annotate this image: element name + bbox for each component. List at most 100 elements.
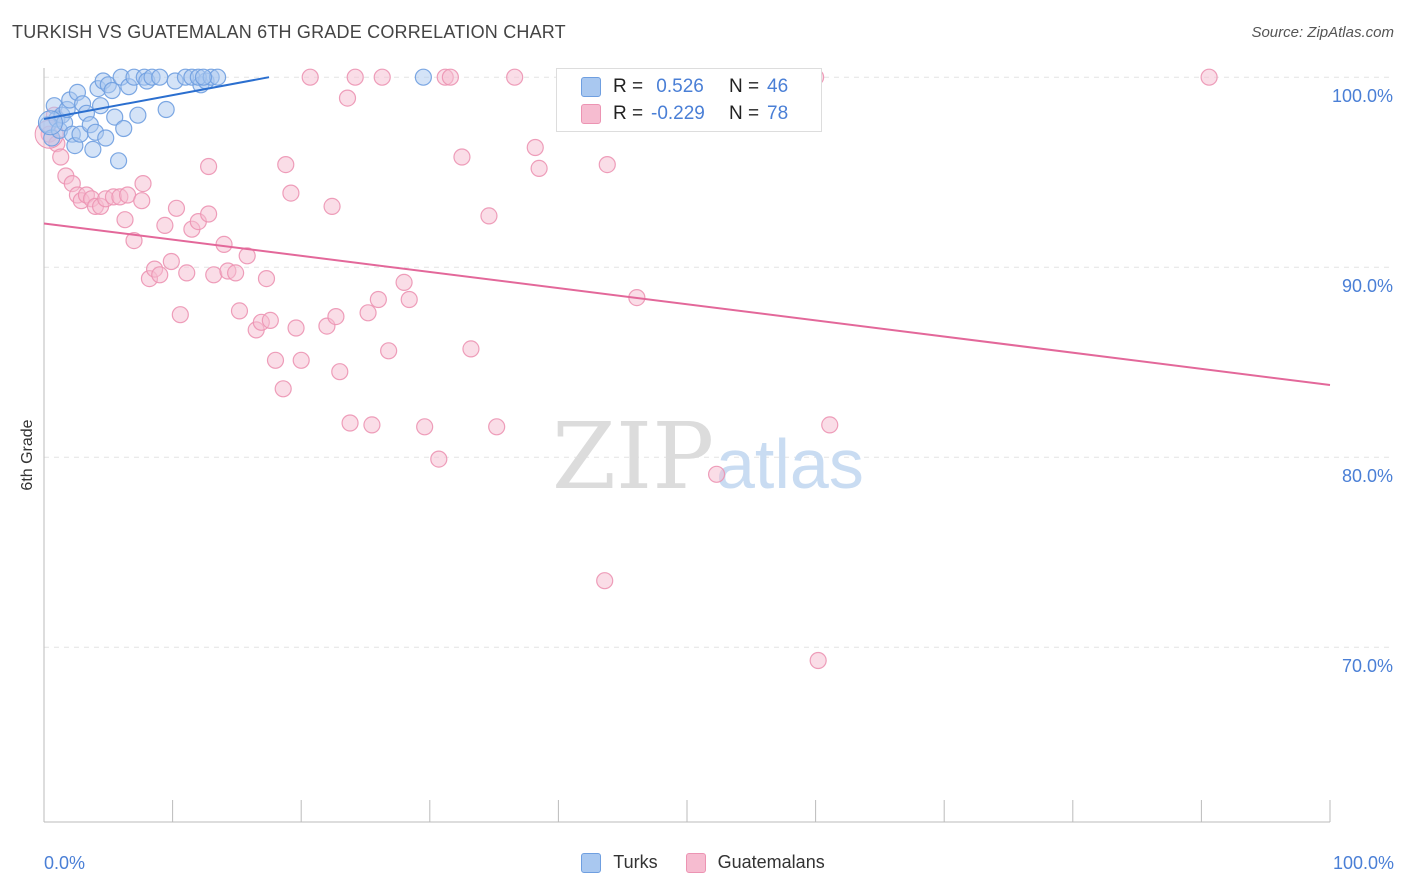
guatemalans-point [441, 68, 459, 86]
guatemalans-point [369, 290, 387, 309]
legend-item-guatemalans[interactable]: Guatemalans [685, 852, 825, 873]
guatemalans-point [1200, 68, 1218, 86]
chart-title: TURKISH VS GUATEMALAN 6TH GRADE CORRELAT… [12, 22, 566, 42]
guatemalans-point [462, 340, 480, 358]
legend-label: Turks [613, 852, 658, 872]
guatemalans-point [346, 68, 364, 86]
guatemalans-point [200, 157, 218, 176]
turks-trend-line [43, 76, 270, 120]
turks-point [103, 81, 121, 100]
guatemalans-point [416, 418, 434, 436]
guatemalans-point [331, 363, 349, 381]
legend-row-turks: R = 0.526 N = 46 [581, 75, 788, 99]
turks-point [115, 119, 133, 138]
r-label: R = [613, 103, 644, 124]
guatemalans-point [133, 192, 151, 210]
guatemalans-point [200, 205, 218, 223]
guatemalans-point [171, 306, 189, 324]
guatemalans-point [596, 572, 614, 590]
n-value: 78 [767, 103, 789, 124]
axes [43, 68, 1331, 823]
guatemalans-point [274, 380, 292, 398]
turks-point [91, 97, 110, 115]
trend-lines [43, 76, 1331, 386]
y-tick-labels: 100.0% 90.0% 80.0% 70.0% [1332, 86, 1393, 676]
turks-point [157, 100, 175, 119]
guatemalans-point [453, 148, 471, 166]
y-tick-label: 80.0% [1342, 466, 1393, 486]
guatemalans-point [380, 342, 398, 360]
series-legend: Turks Guatemalans [0, 852, 1406, 873]
watermark-zip: ZIP [552, 403, 714, 510]
guatemalans-point [530, 159, 548, 177]
x-tick-label-right: 100.0% [1332, 853, 1394, 873]
legend-item-turks[interactable]: Turks [581, 852, 658, 873]
guatemalans-point [238, 247, 256, 265]
guatemalans-point [257, 270, 276, 288]
y-tick-label: 100.0% [1332, 86, 1393, 106]
source-label: Source: ZipAtlas.com [1251, 24, 1394, 41]
guatemalans-point [598, 156, 616, 174]
turks-point [106, 108, 124, 126]
guatemalans-point [341, 414, 359, 432]
guatemalans-point [282, 184, 300, 202]
guatemalans-point [323, 197, 341, 215]
turks-swatch [581, 77, 601, 97]
guatemalans-point [327, 308, 345, 326]
guatemalans-point [230, 302, 249, 320]
guatemalans-point [821, 416, 839, 434]
y-tick-label: 90.0% [1342, 276, 1393, 296]
watermark-atlas: atlas [716, 425, 864, 503]
r-value: -0.229 [651, 103, 705, 124]
turks-point [151, 68, 169, 86]
guatemalans-point [116, 211, 134, 229]
guatemalans-point [480, 207, 498, 225]
turks-point [129, 106, 147, 124]
guatemalans-point [134, 175, 152, 193]
n-value: 46 [767, 76, 789, 97]
n-label: N = [729, 76, 760, 97]
r-value: 0.526 [651, 76, 704, 97]
turks-point [414, 68, 432, 86]
guatemalans-swatch [581, 104, 601, 124]
guatemalans-point [359, 304, 377, 322]
guatemalans-point [395, 273, 413, 291]
guatemalans-point [488, 418, 506, 436]
guatemalans-point [178, 264, 196, 282]
gridlines [44, 76, 1392, 648]
guatemalans-point [707, 465, 726, 483]
guatemalans-point [526, 138, 544, 157]
guatemalans-point [301, 68, 319, 86]
guatemalans-point [261, 311, 279, 329]
y-tick-label: 70.0% [1342, 656, 1393, 676]
turks-point [194, 68, 213, 86]
guatemalans-point [227, 264, 245, 282]
guatemalans-point [373, 68, 391, 86]
guatemalans-point [809, 651, 827, 670]
legend-label: Guatemalans [717, 852, 825, 872]
turks-point [97, 129, 115, 147]
x-tick-label-left: 0.0% [44, 853, 86, 873]
guatemalans-point [506, 68, 524, 86]
turks-point [109, 152, 128, 170]
turks-point [84, 140, 102, 158]
guatemalans-point [287, 319, 305, 337]
guatemalans-point [151, 266, 169, 284]
guatemalans-point [205, 266, 223, 284]
guatemalans-point [277, 156, 295, 174]
guatemalans-swatch [685, 852, 706, 873]
turks-point-cluster [37, 110, 63, 136]
watermark: ZIP atlas [552, 403, 864, 510]
guatemalans-point [125, 232, 143, 250]
guatemalans-point [292, 351, 310, 369]
turks-swatch [581, 852, 602, 873]
legend-row-guatemalans: R = -0.229 N = 78 [581, 102, 788, 126]
n-label: N = [729, 103, 760, 124]
correlation-legend: R = 0.526 N = 46 R = -0.229 N = 78 [556, 68, 822, 132]
guatemalans-point [167, 199, 186, 217]
guatemalans-trend-line [43, 222, 1331, 386]
guatemalans-point [52, 148, 70, 166]
guatemalans-point [430, 450, 448, 468]
guatemalans-point [162, 252, 180, 271]
